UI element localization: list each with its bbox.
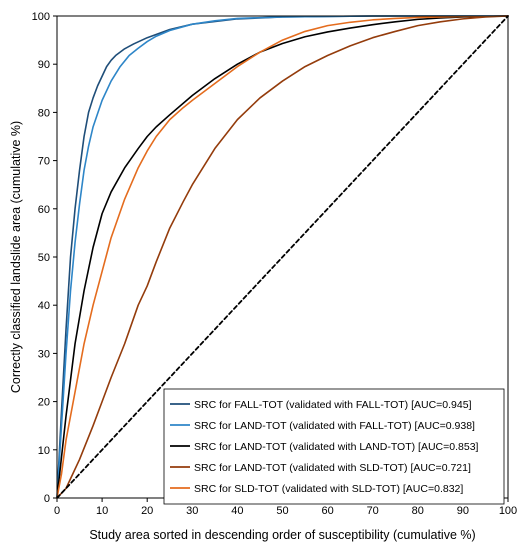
x-tick-label: 90 — [457, 505, 469, 517]
x-tick-label: 80 — [412, 505, 424, 517]
legend-entry: SRC for FALL-TOT (validated with FALL-TO… — [194, 399, 472, 411]
y-tick-label: 70 — [38, 156, 50, 168]
x-tick-label: 40 — [231, 505, 243, 517]
y-tick-label: 60 — [38, 204, 50, 216]
y-tick-label: 80 — [38, 107, 50, 119]
x-tick-label: 60 — [321, 505, 333, 517]
x-tick-label: 10 — [96, 505, 108, 517]
series-line-2 — [56, 15, 509, 499]
series-line-3 — [56, 15, 509, 499]
x-tick-label: 50 — [276, 505, 288, 517]
x-tick-label: 70 — [367, 505, 379, 517]
legend-items: SRC for FALL-TOT (validated with FALL-TO… — [170, 399, 479, 495]
legend-entry: SRC for LAND-TOT (validated with SLD-TOT… — [194, 462, 471, 474]
series-layer — [56, 15, 509, 499]
y-axis-label: Correctly classified landslide area (cum… — [9, 121, 23, 393]
reference-diagonal-line — [56, 15, 509, 499]
legend: SRC for FALL-TOT (validated with FALL-TO… — [163, 388, 505, 505]
y-tick-label: 40 — [38, 300, 50, 312]
legend-entry: SRC for LAND-TOT (validated with LAND-TO… — [194, 441, 479, 453]
x-tick-label: 30 — [186, 505, 198, 517]
y-tick-label: 90 — [38, 59, 50, 71]
x-tick-label: 100 — [499, 505, 517, 517]
x-tick-label: 0 — [54, 505, 60, 517]
legend-entry: SRC for SLD-TOT (validated with SLD-TOT)… — [194, 483, 463, 495]
legend-entry: SRC for LAND-TOT (validated with FALL-TO… — [194, 420, 475, 432]
legend-box — [163, 388, 505, 505]
y-tick-label: 50 — [38, 252, 50, 264]
y-tick-label: 0 — [44, 493, 50, 505]
y-tick-label: 30 — [38, 348, 50, 360]
y-tick-label: 20 — [38, 397, 50, 409]
series-line-1 — [56, 15, 509, 499]
series-line-4 — [56, 15, 509, 499]
x-tick-label: 20 — [141, 505, 153, 517]
x-axis-label: Study area sorted in descending order of… — [89, 528, 475, 542]
y-tick-label: 10 — [38, 445, 50, 457]
y-tick-label: 100 — [32, 11, 50, 23]
